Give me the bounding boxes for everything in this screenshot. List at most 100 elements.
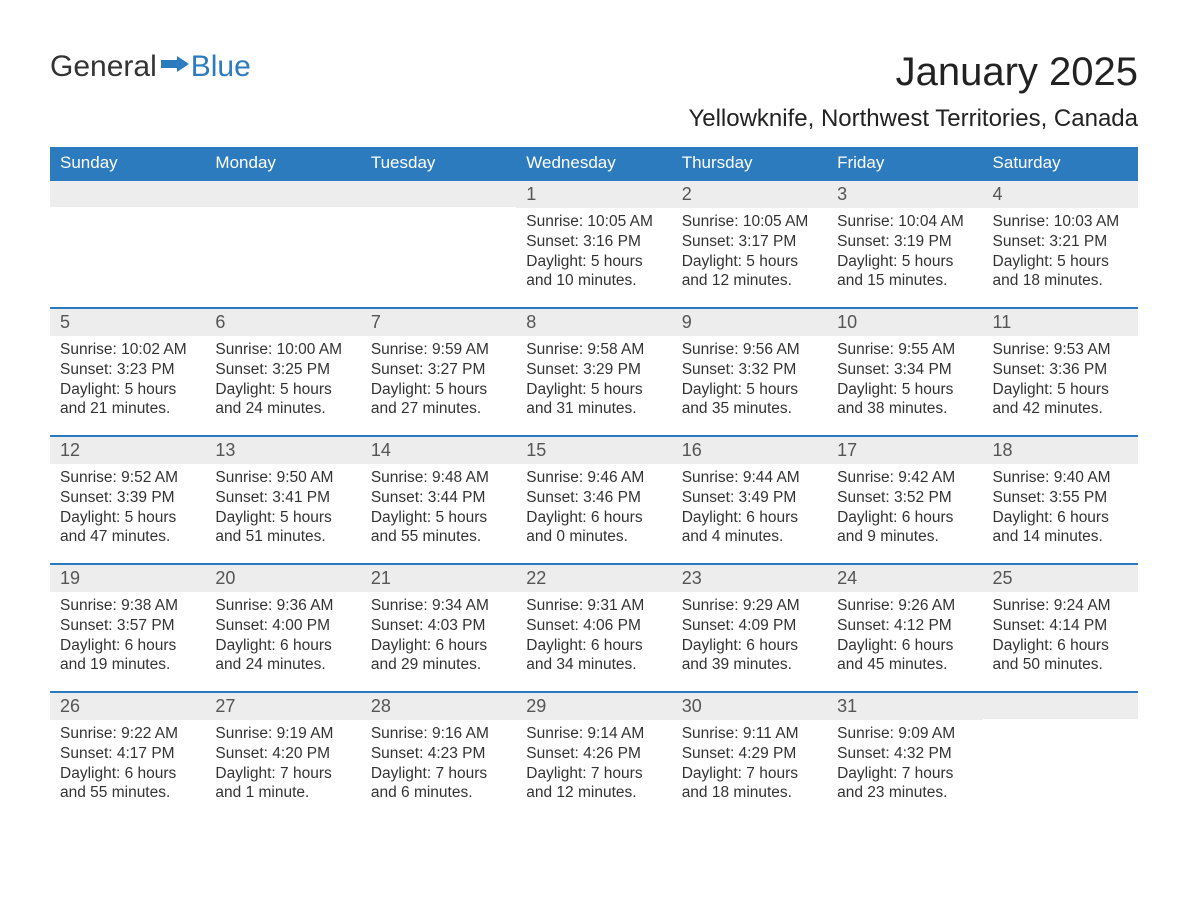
daylight-line2: and 47 minutes. xyxy=(60,527,195,547)
calendar-cell: 22Sunrise: 9:31 AMSunset: 4:06 PMDayligh… xyxy=(516,563,671,691)
sunset-text: Sunset: 3:57 PM xyxy=(60,616,195,636)
calendar-cell xyxy=(983,691,1138,819)
day-content: Sunrise: 9:44 AMSunset: 3:49 PMDaylight:… xyxy=(672,464,827,555)
month-title: January 2025 xyxy=(688,50,1138,95)
daylight-line2: and 1 minute. xyxy=(215,783,350,803)
sunset-text: Sunset: 3:17 PM xyxy=(682,232,817,252)
daylight-line1: Daylight: 5 hours xyxy=(837,380,972,400)
sunrise-text: Sunrise: 9:53 AM xyxy=(993,340,1128,360)
sunrise-text: Sunrise: 9:14 AM xyxy=(526,724,661,744)
blank-day-bar xyxy=(983,691,1138,719)
calendar-cell: 12Sunrise: 9:52 AMSunset: 3:39 PMDayligh… xyxy=(50,435,205,563)
day-number: 19 xyxy=(50,563,205,592)
day-content: Sunrise: 9:36 AMSunset: 4:00 PMDaylight:… xyxy=(205,592,360,683)
sunrise-text: Sunrise: 9:22 AM xyxy=(60,724,195,744)
daylight-line2: and 24 minutes. xyxy=(215,655,350,675)
sunrise-text: Sunrise: 9:34 AM xyxy=(371,596,506,616)
day-content: Sunrise: 9:50 AMSunset: 3:41 PMDaylight:… xyxy=(205,464,360,555)
day-content: Sunrise: 10:03 AMSunset: 3:21 PMDaylight… xyxy=(983,208,1138,299)
sunrise-text: Sunrise: 10:00 AM xyxy=(215,340,350,360)
calendar-week: 19Sunrise: 9:38 AMSunset: 3:57 PMDayligh… xyxy=(50,563,1138,691)
sunset-text: Sunset: 4:32 PM xyxy=(837,744,972,764)
sunrise-text: Sunrise: 9:40 AM xyxy=(993,468,1128,488)
day-content: Sunrise: 9:11 AMSunset: 4:29 PMDaylight:… xyxy=(672,720,827,811)
daylight-line2: and 0 minutes. xyxy=(526,527,661,547)
sunset-text: Sunset: 3:55 PM xyxy=(993,488,1128,508)
sunrise-text: Sunrise: 9:36 AM xyxy=(215,596,350,616)
daylight-line1: Daylight: 5 hours xyxy=(371,508,506,528)
daylight-line1: Daylight: 6 hours xyxy=(682,636,817,656)
sunrise-text: Sunrise: 10:02 AM xyxy=(60,340,195,360)
sunrise-text: Sunrise: 9:48 AM xyxy=(371,468,506,488)
sunrise-text: Sunrise: 9:52 AM xyxy=(60,468,195,488)
day-content: Sunrise: 9:29 AMSunset: 4:09 PMDaylight:… xyxy=(672,592,827,683)
sunset-text: Sunset: 4:09 PM xyxy=(682,616,817,636)
day-content: Sunrise: 9:34 AMSunset: 4:03 PMDaylight:… xyxy=(361,592,516,683)
day-content: Sunrise: 9:26 AMSunset: 4:12 PMDaylight:… xyxy=(827,592,982,683)
location-text: Yellowknife, Northwest Territories, Cana… xyxy=(688,105,1138,133)
sunset-text: Sunset: 4:00 PM xyxy=(215,616,350,636)
day-number: 9 xyxy=(672,307,827,336)
calendar-cell: 9Sunrise: 9:56 AMSunset: 3:32 PMDaylight… xyxy=(672,307,827,435)
sunset-text: Sunset: 3:21 PM xyxy=(993,232,1128,252)
calendar-cell: 6Sunrise: 10:00 AMSunset: 3:25 PMDayligh… xyxy=(205,307,360,435)
calendar-week: 26Sunrise: 9:22 AMSunset: 4:17 PMDayligh… xyxy=(50,691,1138,819)
daylight-line2: and 19 minutes. xyxy=(60,655,195,675)
daylight-line1: Daylight: 6 hours xyxy=(60,636,195,656)
day-number: 4 xyxy=(983,179,1138,208)
day-number: 17 xyxy=(827,435,982,464)
sunset-text: Sunset: 4:17 PM xyxy=(60,744,195,764)
calendar-cell xyxy=(205,179,360,307)
day-content: Sunrise: 9:56 AMSunset: 3:32 PMDaylight:… xyxy=(672,336,827,427)
sunrise-text: Sunrise: 9:56 AM xyxy=(682,340,817,360)
day-number: 28 xyxy=(361,691,516,720)
daylight-line1: Daylight: 7 hours xyxy=(837,764,972,784)
daylight-line2: and 42 minutes. xyxy=(993,399,1128,419)
daylight-line2: and 31 minutes. xyxy=(526,399,661,419)
calendar-cell: 2Sunrise: 10:05 AMSunset: 3:17 PMDayligh… xyxy=(672,179,827,307)
day-number: 30 xyxy=(672,691,827,720)
day-number: 16 xyxy=(672,435,827,464)
day-number: 26 xyxy=(50,691,205,720)
calendar-cell: 30Sunrise: 9:11 AMSunset: 4:29 PMDayligh… xyxy=(672,691,827,819)
sunrise-text: Sunrise: 9:58 AM xyxy=(526,340,661,360)
sunrise-text: Sunrise: 9:29 AM xyxy=(682,596,817,616)
daylight-line2: and 18 minutes. xyxy=(682,783,817,803)
daylight-line1: Daylight: 5 hours xyxy=(215,508,350,528)
calendar-cell: 8Sunrise: 9:58 AMSunset: 3:29 PMDaylight… xyxy=(516,307,671,435)
daylight-line2: and 21 minutes. xyxy=(60,399,195,419)
sunrise-text: Sunrise: 9:24 AM xyxy=(993,596,1128,616)
day-number: 3 xyxy=(827,179,982,208)
day-header-row: SundayMondayTuesdayWednesdayThursdayFrid… xyxy=(50,147,1138,179)
sunset-text: Sunset: 4:14 PM xyxy=(993,616,1128,636)
daylight-line1: Daylight: 5 hours xyxy=(215,380,350,400)
calendar-cell xyxy=(50,179,205,307)
daylight-line2: and 27 minutes. xyxy=(371,399,506,419)
daylight-line1: Daylight: 5 hours xyxy=(993,252,1128,272)
sunset-text: Sunset: 4:29 PM xyxy=(682,744,817,764)
day-content: Sunrise: 10:04 AMSunset: 3:19 PMDaylight… xyxy=(827,208,982,299)
daylight-line1: Daylight: 5 hours xyxy=(682,380,817,400)
sunrise-text: Sunrise: 9:50 AM xyxy=(215,468,350,488)
day-number: 10 xyxy=(827,307,982,336)
daylight-line1: Daylight: 7 hours xyxy=(371,764,506,784)
sunset-text: Sunset: 3:52 PM xyxy=(837,488,972,508)
calendar-week: 1Sunrise: 10:05 AMSunset: 3:16 PMDayligh… xyxy=(50,179,1138,307)
calendar-cell xyxy=(361,179,516,307)
calendar-cell: 11Sunrise: 9:53 AMSunset: 3:36 PMDayligh… xyxy=(983,307,1138,435)
sunrise-text: Sunrise: 9:42 AM xyxy=(837,468,972,488)
sunset-text: Sunset: 3:44 PM xyxy=(371,488,506,508)
sunset-text: Sunset: 4:26 PM xyxy=(526,744,661,764)
daylight-line1: Daylight: 5 hours xyxy=(526,380,661,400)
calendar-cell: 3Sunrise: 10:04 AMSunset: 3:19 PMDayligh… xyxy=(827,179,982,307)
calendar-cell: 28Sunrise: 9:16 AMSunset: 4:23 PMDayligh… xyxy=(361,691,516,819)
day-header: Wednesday xyxy=(516,147,671,179)
calendar-cell: 29Sunrise: 9:14 AMSunset: 4:26 PMDayligh… xyxy=(516,691,671,819)
day-number: 25 xyxy=(983,563,1138,592)
sunset-text: Sunset: 3:23 PM xyxy=(60,360,195,380)
daylight-line1: Daylight: 6 hours xyxy=(60,764,195,784)
day-number: 11 xyxy=(983,307,1138,336)
sunrise-text: Sunrise: 9:55 AM xyxy=(837,340,972,360)
calendar-cell: 16Sunrise: 9:44 AMSunset: 3:49 PMDayligh… xyxy=(672,435,827,563)
sunset-text: Sunset: 3:34 PM xyxy=(837,360,972,380)
